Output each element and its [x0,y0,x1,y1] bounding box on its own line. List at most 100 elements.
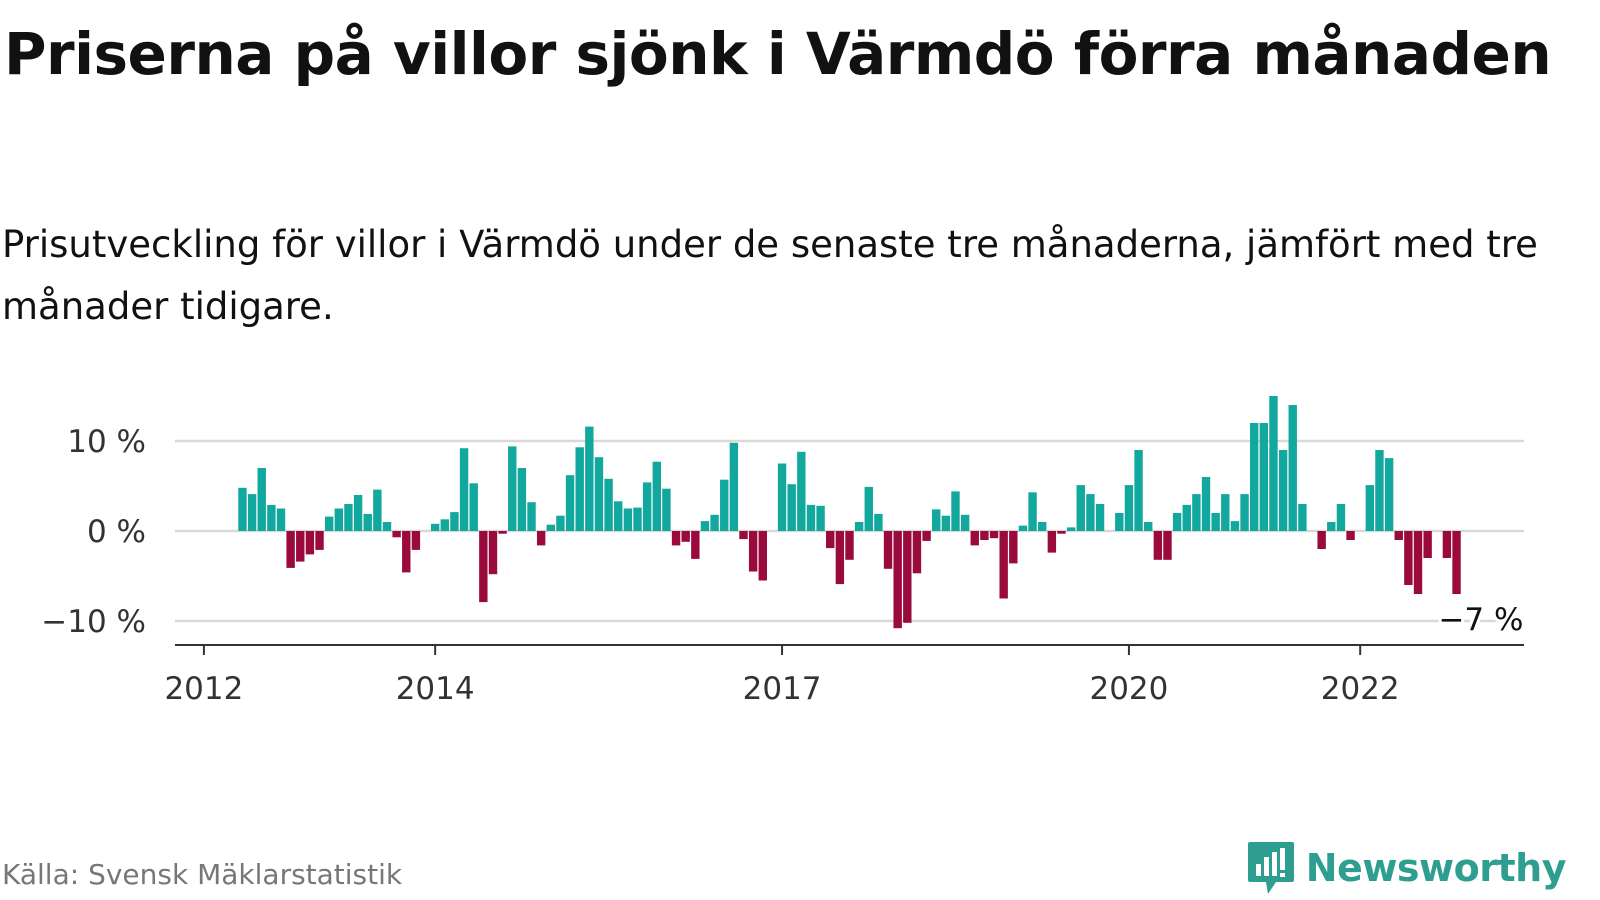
y-tick-label: −10 % [41,604,146,640]
bar-2014-08 [498,531,507,534]
x-tick-label: 2020 [1089,671,1168,707]
x-tick-label: 2022 [1321,671,1400,707]
bar-2014-02 [440,519,449,531]
axis-labels: 10 %0 %−10 %2012 2014 2017 2020 2022−7 %−7 % [41,424,1526,707]
bar-2012-09 [276,508,286,531]
bar-2017-11 [874,513,883,531]
bar-2022-06 [1404,531,1413,585]
bar-2022-02 [1365,485,1375,531]
bar-2017-04 [806,504,816,531]
bar-2015-02 [556,515,565,531]
bar-2021-01 [1240,494,1249,531]
bar-2020-05 [1163,531,1172,560]
bar-2017-03 [797,451,806,531]
bar-2020-07 [1182,504,1191,531]
bar-2013-04 [344,504,353,531]
bar-2020-09 [1201,477,1211,531]
bar-2012-08 [267,504,276,531]
annotation-halo: −7 % [1438,602,1523,638]
chart-subtitle: Prisutveckling för villor i Värmdö under… [2,223,1538,328]
bar-2012-10 [286,531,295,568]
bar-2021-06 [1288,405,1297,531]
bar-2017-02 [787,484,796,531]
bar-2015-11 [642,482,652,531]
bar-2020-04 [1153,531,1163,560]
bar-2013-11 [411,531,421,550]
bar-2018-10 [980,531,989,540]
bar-2013-02 [324,516,334,531]
bar-2018-05 [932,509,941,531]
bar-2013-01 [315,531,324,550]
bar-2021-07 [1298,504,1307,531]
bar-2019-05 [1047,531,1057,553]
bar-2015-09 [623,508,633,531]
bar-2015-03 [565,475,575,531]
bar-2021-03 [1259,423,1269,531]
bar-2017-07 [835,531,845,585]
bar-2015-08 [614,501,623,531]
bar-2021-05 [1278,450,1288,531]
latest-value-label: −7 % [1438,602,1523,638]
bar-2016-08 [729,442,739,531]
bar-2014-05 [469,483,478,531]
logo-text: Newsworthy [1305,846,1567,890]
bar-2018-01 [893,531,902,629]
bar-2016-06 [710,514,719,531]
bar-2014-04 [459,448,469,531]
bar-2019-01 [1009,531,1018,564]
chart-title: Priserna på villor sjönk i Värmdö förra … [4,20,1552,88]
x-axis [175,644,1524,655]
bar-2019-02 [1018,525,1028,531]
bar-2021-11 [1336,504,1346,531]
bar-2018-11 [989,531,999,539]
bar-2017-09 [854,522,864,531]
bar-2016-04 [691,531,700,559]
bar-2020-02 [1134,450,1143,531]
bar-2012-07 [257,468,266,531]
bar-2015-12 [652,461,661,531]
bar-2013-07 [373,489,382,531]
bar-2021-02 [1250,423,1259,531]
y-tick-label: 0 % [87,514,146,550]
bar-2016-01 [662,488,671,531]
x-tick-label: 2014 [396,671,475,707]
bar-2019-07 [1066,527,1076,531]
bar-2022-11 [1452,531,1461,594]
bar-2014-07 [488,531,498,575]
bar-2020-06 [1172,513,1182,531]
bar-2013-05 [353,495,363,531]
x-tick-label: 2012 [164,671,243,707]
bar-2015-06 [594,457,604,531]
bar-2017-12 [883,531,893,569]
bar-2015-05 [585,426,594,531]
newsworthy-logo[interactable]: Newsworthy [1246,838,1567,898]
bar-2014-01 [430,523,440,531]
bar-2017-06 [826,531,835,549]
source-note: Källa: Svensk Mäklarstatistik [2,858,403,891]
bar-2022-03 [1375,450,1384,531]
bar-chart: 10 %0 %−10 %2012 2014 2017 2020 2022−7 %−7 % [41,396,1526,707]
bar-2018-03 [912,531,922,574]
bar-2022-10 [1442,531,1452,558]
y-tick-label: 10 % [67,424,146,460]
bar-2018-02 [903,531,912,623]
bar-2016-03 [681,531,690,542]
bars [238,396,1461,629]
bar-2018-08 [960,514,970,531]
bar-2018-06 [941,515,951,531]
bar-2014-10 [517,468,527,531]
bar-2019-12 [1115,513,1124,531]
bar-2016-09 [739,531,748,540]
bar-2014-03 [450,512,459,531]
bar-2013-10 [402,531,411,573]
bar-2013-08 [382,522,392,531]
bar-2019-09 [1086,494,1095,531]
bar-2022-05 [1394,531,1403,540]
bar-2015-01 [546,524,555,531]
bar-2013-09 [392,531,401,538]
bar-2021-12 [1346,531,1355,540]
bar-2014-11 [527,502,536,531]
bar-2012-12 [305,531,315,555]
bar-2015-10 [633,507,642,531]
bar-2018-07 [951,491,960,531]
